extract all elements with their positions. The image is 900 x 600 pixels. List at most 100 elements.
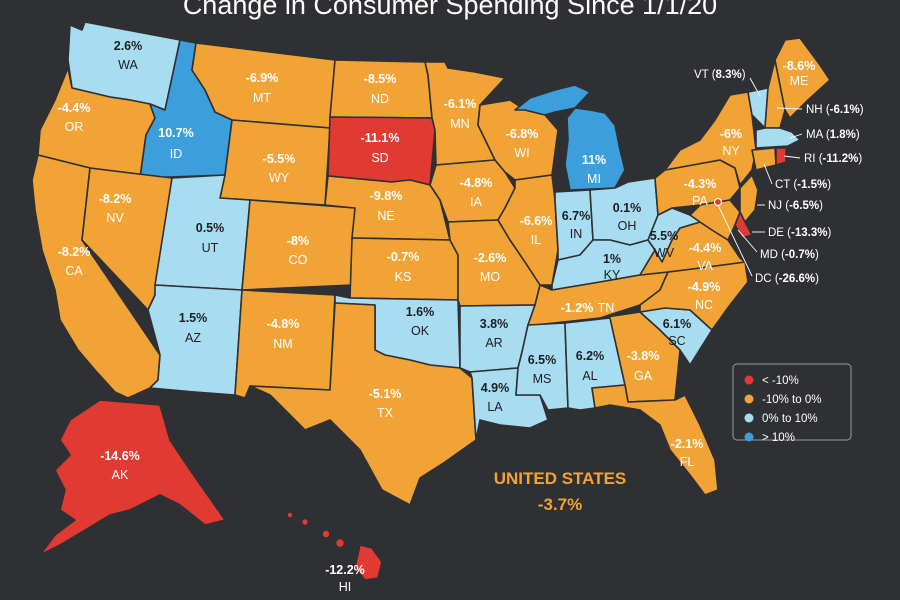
callout-md: MD (-0.7%) bbox=[760, 249, 819, 261]
legend: < -10% -10% to 0% 0% to 10% > 10% bbox=[732, 363, 852, 444]
label-wv-abbr: WV bbox=[654, 246, 675, 260]
northeast-callout-labels: VT (8.3%) NH (-6.1%) MA (1.8%) RI (-11.2… bbox=[694, 69, 864, 285]
state-hi[interactable] bbox=[354, 544, 383, 581]
label-wi-value: -6.8% bbox=[506, 127, 539, 141]
label-az-abbr: AZ bbox=[185, 331, 201, 345]
label-or-value: -4.4% bbox=[58, 101, 91, 115]
label-sc: 6.1% SC bbox=[663, 317, 692, 348]
label-ia-value: -4.8% bbox=[460, 176, 493, 190]
state-ak[interactable] bbox=[39, 399, 226, 556]
label-ne: -9.8% NE bbox=[370, 189, 403, 223]
label-me: -8.6% ME bbox=[783, 59, 816, 88]
state-nc[interactable] bbox=[639, 261, 749, 331]
label-me-abbr: ME bbox=[790, 74, 809, 88]
state-hi-island-4[interactable] bbox=[286, 511, 294, 519]
state-nd[interactable] bbox=[329, 59, 433, 119]
label-nd-abbr: ND bbox=[371, 92, 389, 106]
label-va: -4.4% VA bbox=[689, 241, 722, 273]
leader-ri bbox=[783, 155, 801, 159]
label-ak: -14.6% AK bbox=[100, 449, 140, 482]
label-wa-abbr: WA bbox=[118, 58, 138, 72]
state-mi-upper[interactable] bbox=[514, 84, 591, 116]
state-hi-island-2[interactable] bbox=[321, 529, 331, 539]
label-az: 1.5% AZ bbox=[179, 311, 208, 345]
label-pa-value: -4.3% bbox=[684, 177, 717, 191]
label-wv: 5.5% WV bbox=[650, 229, 679, 260]
label-ga-value: -3.8% bbox=[627, 349, 660, 363]
label-oh-abbr: OH bbox=[618, 219, 637, 233]
label-mo-abbr: MO bbox=[480, 270, 500, 284]
label-mi-abbr: MI bbox=[587, 172, 601, 186]
state-fl[interactable] bbox=[591, 384, 719, 496]
state-hi-island-1[interactable] bbox=[334, 537, 346, 549]
label-az-value: 1.5% bbox=[179, 311, 208, 325]
label-or: -4.4% OR bbox=[58, 101, 91, 134]
label-wy-value: -5.5% bbox=[263, 152, 296, 166]
state-ks[interactable] bbox=[349, 237, 459, 301]
label-sd-abbr: SD bbox=[371, 151, 388, 165]
label-ia-abbr: IA bbox=[470, 195, 482, 209]
label-sc-value: 6.1% bbox=[663, 317, 692, 331]
callout-lines bbox=[717, 77, 803, 277]
label-sc-abbr: SC bbox=[668, 334, 685, 348]
callout-ct: CT (-1.5%) bbox=[775, 179, 831, 191]
label-tn-value: -1.2% bbox=[561, 301, 594, 315]
label-nc-abbr: NC bbox=[695, 298, 713, 312]
label-sd-value: -11.1% bbox=[361, 131, 400, 145]
label-fl-value: -2.1% bbox=[671, 437, 704, 451]
label-nd-value: -8.5% bbox=[364, 72, 397, 86]
label-nv-value: -8.2% bbox=[99, 192, 132, 206]
label-ny: -6% NY bbox=[720, 127, 742, 158]
label-sd: -11.1% SD bbox=[361, 131, 400, 165]
label-fl-abbr: FL bbox=[680, 455, 695, 469]
label-ut: 0.5% UT bbox=[196, 221, 225, 255]
label-tn: -1.2% TN bbox=[561, 301, 615, 315]
state-ne[interactable] bbox=[324, 175, 451, 241]
state-ca[interactable] bbox=[31, 154, 161, 399]
label-ca-value: -8.2% bbox=[58, 245, 91, 259]
state-md[interactable] bbox=[689, 199, 741, 241]
label-ks-value: -0.7% bbox=[387, 250, 420, 264]
legend-swatch-2 bbox=[744, 413, 754, 423]
leader-nh bbox=[776, 107, 803, 110]
label-nd: -8.5% ND bbox=[364, 72, 397, 106]
label-tn-abbr: TN bbox=[598, 301, 615, 315]
state-ct[interactable] bbox=[751, 147, 777, 171]
label-nm: -4.8% NM bbox=[267, 317, 300, 351]
legend-box bbox=[732, 363, 852, 441]
state-mi[interactable] bbox=[564, 107, 626, 191]
state-me[interactable] bbox=[774, 37, 831, 119]
label-hi: -12.2% HI bbox=[325, 563, 365, 594]
state-nh[interactable] bbox=[764, 59, 786, 129]
label-al-abbr: AL bbox=[582, 369, 597, 383]
label-ok-value: 1.6% bbox=[406, 305, 435, 319]
label-wa: 2.6% WA bbox=[114, 39, 143, 72]
callout-nj: NJ (-6.5%) bbox=[768, 200, 823, 212]
label-mn-abbr: MN bbox=[450, 117, 469, 131]
label-al: 6.2% AL bbox=[576, 349, 605, 383]
label-id-value: 10.7% bbox=[158, 126, 193, 140]
label-ut-abbr: UT bbox=[202, 241, 219, 255]
state-hi-island-3[interactable] bbox=[300, 517, 310, 527]
label-il-abbr: IL bbox=[531, 233, 541, 247]
dc-marker[interactable] bbox=[713, 197, 723, 207]
legend-swatch-1 bbox=[744, 394, 754, 404]
label-ok-abbr: OK bbox=[411, 324, 430, 338]
state-tx[interactable] bbox=[249, 302, 477, 506]
label-ne-value: -9.8% bbox=[370, 189, 403, 203]
label-ky-value: 1% bbox=[603, 252, 621, 266]
state-ri[interactable] bbox=[775, 147, 787, 166]
map-title: Change in Consumer Spending Since 1/1/20 bbox=[183, 0, 717, 20]
label-wy: -5.5% WY bbox=[263, 152, 296, 185]
label-il: -6.6% IL bbox=[520, 214, 553, 247]
callout-de: DE (-13.3%) bbox=[768, 227, 831, 239]
label-nc: -4.9% NC bbox=[688, 280, 721, 312]
label-id: 10.7% ID bbox=[158, 126, 193, 161]
label-co-abbr: CO bbox=[289, 253, 308, 267]
label-wi-abbr: WI bbox=[514, 146, 529, 160]
label-ga-abbr: GA bbox=[634, 369, 653, 383]
leader-dc bbox=[717, 204, 753, 277]
label-ut-value: 0.5% bbox=[196, 221, 225, 235]
